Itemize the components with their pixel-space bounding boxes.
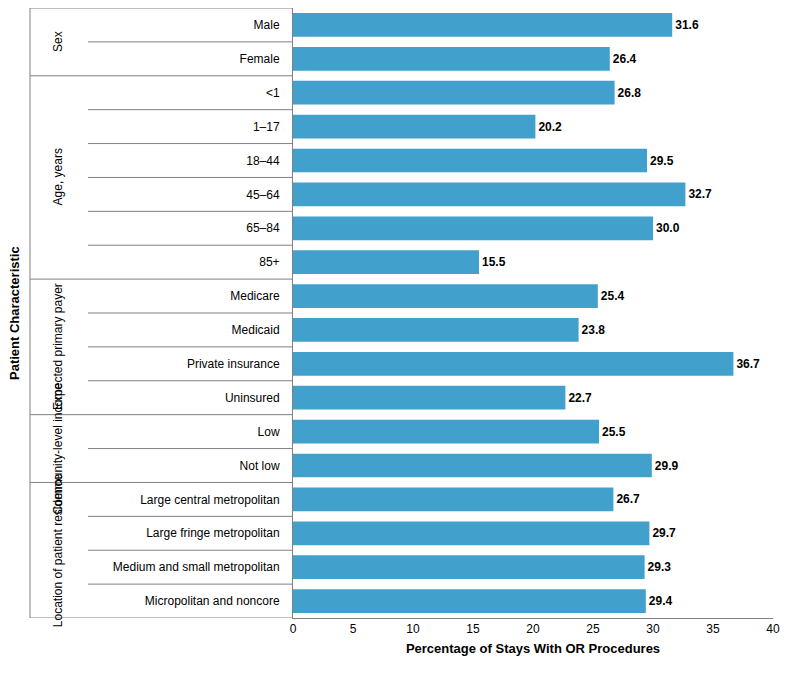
svg-text:Age, years: Age, years: [51, 148, 65, 205]
svg-text:45–64: 45–64: [246, 188, 280, 202]
svg-text:26.7: 26.7: [616, 492, 640, 506]
svg-text:Sex: Sex: [51, 31, 65, 52]
svg-text:Large central metropolitan: Large central metropolitan: [140, 493, 279, 507]
svg-text:Not low: Not low: [240, 459, 280, 473]
svg-text:0: 0: [290, 622, 297, 636]
svg-text:15: 15: [466, 622, 480, 636]
svg-text:40: 40: [766, 622, 780, 636]
svg-text:Percentage of Stays With OR Pr: Percentage of Stays With OR Procedures: [406, 641, 660, 656]
svg-text:18–44: 18–44: [246, 154, 280, 168]
svg-text:Micropolitan and noncore: Micropolitan and noncore: [145, 594, 280, 608]
svg-text:25: 25: [586, 622, 600, 636]
svg-text:10: 10: [406, 622, 420, 636]
svg-text:Patient Characteristic: Patient Characteristic: [7, 246, 22, 380]
svg-text:31.6: 31.6: [675, 18, 699, 32]
svg-text:30.0: 30.0: [656, 221, 680, 235]
svg-text:Private insurance: Private insurance: [187, 357, 280, 371]
svg-text:23.8: 23.8: [582, 323, 606, 337]
svg-text:26.4: 26.4: [613, 52, 637, 66]
svg-text:85+: 85+: [259, 255, 279, 269]
svg-text:Location of patient residence: Location of patient residence: [51, 473, 65, 627]
svg-text:Female: Female: [240, 52, 280, 66]
svg-text:Medium and small metropolitan: Medium and small metropolitan: [113, 560, 280, 574]
svg-text:Uninsured: Uninsured: [225, 391, 280, 405]
svg-text:26.8: 26.8: [618, 86, 642, 100]
svg-text:30: 30: [646, 622, 660, 636]
svg-text:36.7: 36.7: [736, 357, 760, 371]
svg-text:22.7: 22.7: [568, 391, 592, 405]
svg-text:Medicaid: Medicaid: [232, 323, 280, 337]
svg-text:29.4: 29.4: [649, 594, 673, 608]
svg-text:25.4: 25.4: [601, 289, 625, 303]
svg-text:1–17: 1–17: [253, 120, 280, 134]
svg-text:Community-level income: Community-level income: [51, 383, 65, 515]
svg-text:35: 35: [706, 622, 720, 636]
svg-text:Medicare: Medicare: [230, 289, 280, 303]
svg-text:29.3: 29.3: [648, 560, 672, 574]
svg-text:32.7: 32.7: [688, 187, 712, 201]
svg-text:Low: Low: [258, 425, 280, 439]
svg-text:Large fringe metropolitan: Large fringe metropolitan: [146, 526, 279, 540]
svg-text:5: 5: [350, 622, 357, 636]
svg-text:Male: Male: [254, 18, 280, 32]
svg-text:29.7: 29.7: [652, 526, 676, 540]
svg-text:Expected primary payer: Expected primary payer: [51, 283, 65, 410]
svg-text:20: 20: [526, 622, 540, 636]
svg-text:25.5: 25.5: [602, 425, 626, 439]
svg-text:20.2: 20.2: [538, 120, 562, 134]
svg-text:65–84: 65–84: [246, 221, 280, 235]
svg-text:29.9: 29.9: [655, 459, 679, 473]
svg-text:29.5: 29.5: [650, 154, 674, 168]
svg-text:<1: <1: [266, 86, 280, 100]
svg-text:15.5: 15.5: [482, 255, 506, 269]
